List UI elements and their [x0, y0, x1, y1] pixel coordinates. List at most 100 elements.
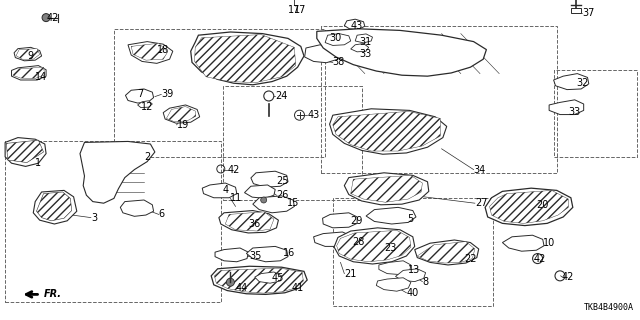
- Text: 38: 38: [333, 57, 345, 68]
- Polygon shape: [502, 235, 544, 251]
- Polygon shape: [219, 211, 278, 233]
- Polygon shape: [125, 89, 154, 103]
- Circle shape: [260, 197, 267, 203]
- Text: FR.: FR.: [44, 289, 61, 300]
- Polygon shape: [215, 248, 248, 262]
- Text: 41: 41: [291, 283, 303, 293]
- Polygon shape: [334, 228, 415, 264]
- Text: 16: 16: [283, 248, 295, 258]
- Polygon shape: [225, 212, 274, 231]
- Text: 26: 26: [276, 190, 289, 200]
- Text: 39: 39: [161, 89, 173, 100]
- Polygon shape: [355, 34, 372, 43]
- Text: 10: 10: [543, 238, 555, 248]
- Text: 17: 17: [288, 4, 301, 15]
- Polygon shape: [14, 47, 42, 61]
- Polygon shape: [253, 196, 294, 213]
- Text: 17: 17: [294, 4, 307, 15]
- Polygon shape: [138, 101, 152, 108]
- Text: 9: 9: [27, 51, 33, 61]
- Text: 6: 6: [159, 209, 165, 220]
- Polygon shape: [376, 278, 411, 291]
- Text: 43: 43: [351, 20, 363, 31]
- Text: 42: 42: [562, 272, 574, 282]
- Text: 3: 3: [91, 212, 97, 223]
- Polygon shape: [415, 240, 479, 265]
- Circle shape: [264, 91, 274, 101]
- Text: 43: 43: [307, 110, 319, 120]
- Text: 1: 1: [35, 158, 42, 168]
- Text: 34: 34: [474, 164, 486, 175]
- Polygon shape: [80, 141, 155, 203]
- Polygon shape: [13, 67, 45, 78]
- Polygon shape: [490, 190, 568, 223]
- Polygon shape: [330, 109, 447, 154]
- Polygon shape: [333, 111, 440, 151]
- Text: 31: 31: [360, 36, 372, 47]
- Text: 28: 28: [352, 236, 364, 247]
- Polygon shape: [337, 230, 411, 262]
- Polygon shape: [36, 192, 72, 221]
- Polygon shape: [128, 42, 173, 63]
- Text: 33: 33: [360, 49, 372, 60]
- Text: 4: 4: [223, 185, 229, 196]
- Polygon shape: [571, 8, 581, 13]
- Polygon shape: [214, 268, 303, 293]
- Polygon shape: [314, 232, 352, 246]
- Polygon shape: [33, 190, 77, 224]
- Polygon shape: [351, 175, 422, 202]
- Polygon shape: [6, 140, 44, 163]
- Polygon shape: [317, 29, 486, 76]
- Polygon shape: [211, 266, 307, 294]
- Polygon shape: [396, 269, 426, 282]
- Polygon shape: [549, 100, 584, 115]
- Text: 23: 23: [384, 243, 396, 253]
- Bar: [554, 70, 637, 157]
- Polygon shape: [417, 242, 475, 263]
- Text: 22: 22: [464, 254, 477, 264]
- Text: 42: 42: [228, 164, 240, 175]
- Polygon shape: [323, 213, 357, 228]
- Text: 24: 24: [275, 91, 287, 101]
- Text: 11: 11: [230, 193, 243, 204]
- Text: 37: 37: [582, 8, 595, 19]
- Polygon shape: [202, 183, 237, 198]
- Text: 29: 29: [351, 216, 363, 226]
- Text: 32: 32: [576, 78, 588, 88]
- Text: 42: 42: [46, 12, 58, 23]
- Polygon shape: [554, 74, 589, 90]
- Text: 42: 42: [534, 253, 546, 264]
- Text: 33: 33: [568, 107, 580, 117]
- Polygon shape: [255, 272, 282, 283]
- Polygon shape: [120, 200, 154, 216]
- Text: 2: 2: [144, 152, 150, 162]
- Bar: [223, 86, 362, 200]
- Polygon shape: [485, 188, 573, 226]
- Polygon shape: [16, 49, 40, 59]
- Text: 44: 44: [236, 283, 248, 293]
- Circle shape: [42, 13, 50, 22]
- Polygon shape: [166, 107, 196, 122]
- Polygon shape: [344, 19, 365, 29]
- Text: 21: 21: [344, 268, 356, 279]
- Polygon shape: [246, 246, 288, 262]
- Text: 40: 40: [406, 288, 419, 298]
- Text: 8: 8: [422, 276, 429, 287]
- Polygon shape: [305, 45, 340, 63]
- Polygon shape: [351, 44, 369, 52]
- Polygon shape: [163, 105, 200, 123]
- Polygon shape: [366, 207, 416, 224]
- Polygon shape: [191, 32, 304, 85]
- Polygon shape: [325, 34, 351, 45]
- Polygon shape: [131, 43, 168, 60]
- Polygon shape: [251, 171, 288, 187]
- Bar: [333, 198, 493, 306]
- Text: 20: 20: [536, 200, 548, 210]
- Polygon shape: [5, 138, 46, 166]
- Text: 18: 18: [157, 44, 169, 55]
- Text: 13: 13: [408, 265, 420, 276]
- Text: 12: 12: [141, 102, 153, 112]
- Text: 27: 27: [475, 198, 488, 208]
- Text: 25: 25: [276, 176, 289, 186]
- Bar: [321, 26, 557, 173]
